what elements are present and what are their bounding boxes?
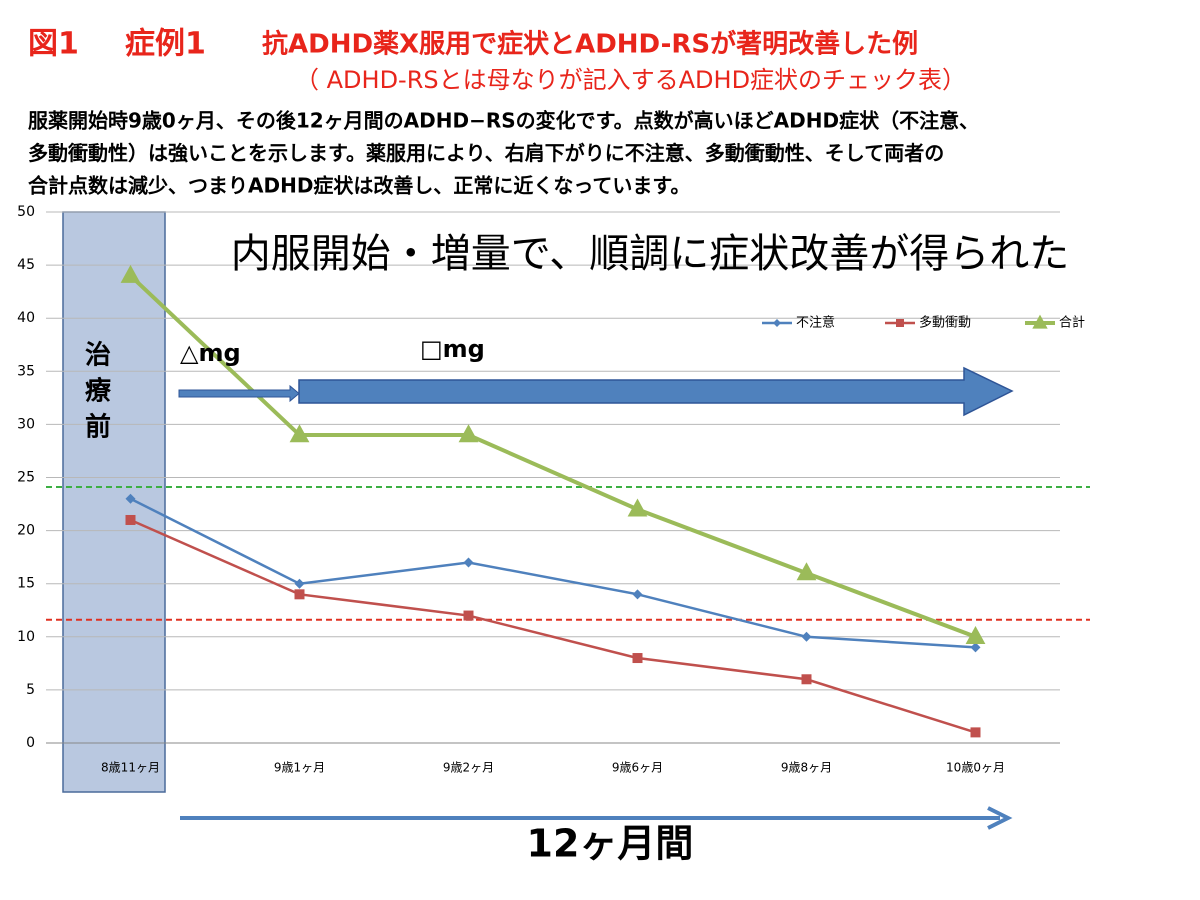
description-line: 合計点数は減少、つまりADHD症状は改善し、正常に近くなっています。 — [28, 174, 690, 198]
pretreatment-label: 治療前 — [85, 341, 112, 443]
pretreatment-box — [62, 211, 166, 793]
marker — [632, 653, 643, 664]
marker — [896, 319, 904, 327]
y-tick-label: 45 — [17, 257, 35, 273]
x-tick-label: 9歳6ヶ月 — [612, 761, 663, 775]
y-tick-label: 50 — [17, 204, 35, 220]
y-tick-label: 35 — [17, 363, 35, 379]
reference-lines — [46, 486, 1090, 621]
x-tick-label: 10歳0ヶ月 — [946, 761, 1005, 775]
grid: 0 5 10 15 20 25 30 35 40 45 50 — [17, 204, 1060, 751]
period-arrow-head — [987, 806, 1013, 830]
marker — [801, 631, 812, 642]
legend-label: 多動衝動 — [919, 315, 971, 331]
x-tick-label: 9歳1ヶ月 — [274, 761, 325, 775]
small-arrow — [178, 384, 300, 403]
marker — [801, 674, 812, 685]
marker — [125, 514, 136, 525]
marker — [120, 264, 141, 283]
y-tick-label: 20 — [17, 523, 35, 539]
description: 服薬開始時9歳0ヶ月、その後12ヶ月間のADHD−RSの変化です。点数が高いほど… — [28, 109, 979, 198]
y-tick-label: 15 — [17, 576, 35, 592]
marker — [970, 642, 981, 653]
marker — [632, 589, 643, 600]
figure-label: 図1 — [28, 27, 79, 62]
legend: 不注意 多動衝動 合計 — [762, 315, 1085, 331]
x-tick-label: 8歳11ヶ月 — [101, 761, 160, 775]
chart-subtitle: （ ADHD-RSとは母なりが記入するADHD症状のチェック表） — [295, 66, 966, 94]
description-line: 多動衝動性）は強いことを示します。薬服用により、右肩下がりに不注意、多動衝動性、… — [28, 141, 944, 165]
series-line — [129, 518, 976, 734]
y-tick-label: 10 — [17, 629, 35, 645]
marker — [965, 626, 986, 644]
marker — [458, 424, 479, 443]
marker — [294, 589, 305, 600]
headline: 内服開始・増量で、順調に症状改善が得られた — [231, 231, 1069, 277]
chart-title: 抗ADHD薬X服用で症状とADHD-RSが著明改善した例 — [262, 29, 918, 60]
dose1-label: △mg — [180, 339, 241, 367]
marker — [627, 498, 648, 517]
series-line — [129, 274, 977, 639]
marker — [773, 319, 781, 327]
marker — [463, 557, 474, 568]
y-tick-label: 25 — [17, 470, 35, 486]
x-tick-label: 9歳8ヶ月 — [781, 761, 832, 775]
x-tick-label: 9歳2ヶ月 — [443, 761, 494, 775]
pretreatment-char: 治 — [85, 341, 111, 371]
y-tick-label: 30 — [17, 416, 35, 432]
legend-label: 合計 — [1059, 315, 1085, 331]
marker — [796, 562, 817, 581]
period-label: 12ヶ月間 — [527, 822, 694, 866]
dose-arrow — [298, 366, 1014, 417]
marker — [125, 493, 136, 504]
series-line — [129, 497, 976, 649]
pretreatment-char: 療 — [85, 377, 112, 407]
marker — [289, 424, 310, 443]
y-tick-label: 5 — [26, 682, 35, 698]
legend-label: 不注意 — [796, 315, 835, 331]
marker — [970, 727, 981, 738]
y-tick-label: 40 — [17, 310, 35, 326]
case-label: 症例1 — [125, 27, 206, 62]
y-tick-label: 0 — [26, 735, 35, 751]
marker — [463, 610, 474, 621]
plot: 8歳11ヶ月 9歳1ヶ月 9歳2ヶ月 9歳6ヶ月 9歳8ヶ月 10歳0ヶ月 — [101, 264, 1005, 775]
marker — [1032, 314, 1048, 329]
marker — [294, 578, 305, 589]
description-line: 服薬開始時9歳0ヶ月、その後12ヶ月間のADHD−RSの変化です。点数が高いほど… — [28, 109, 979, 133]
dose2-label: □mg — [420, 335, 485, 363]
pretreatment-char: 前 — [85, 412, 111, 443]
